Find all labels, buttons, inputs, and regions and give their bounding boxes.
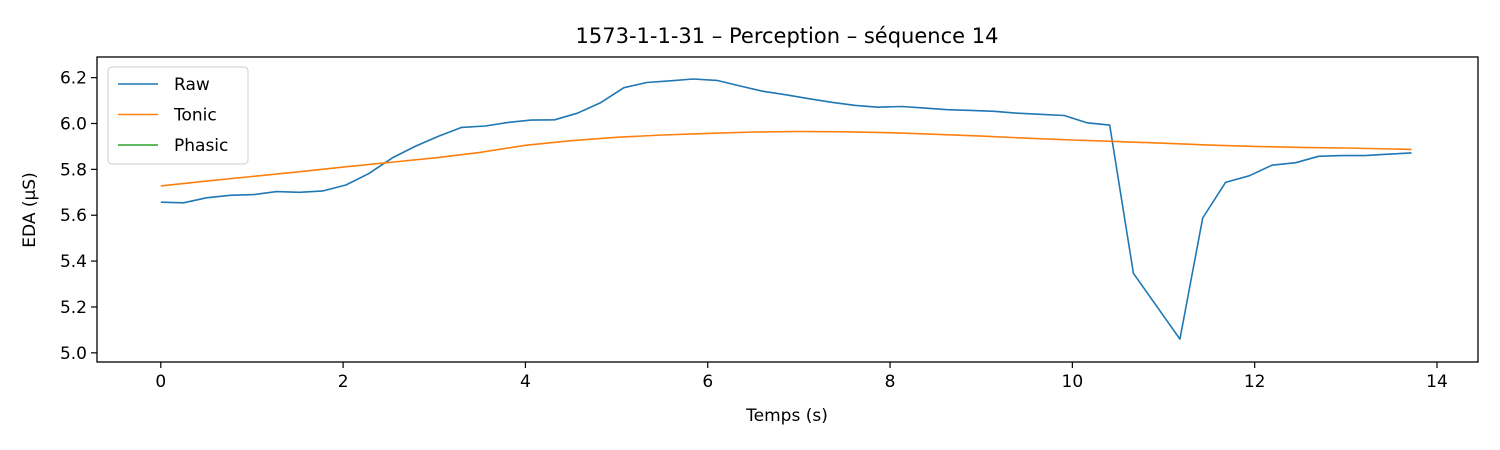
y-tick-label: 5.6: [60, 206, 87, 226]
y-tick-label: 5.0: [60, 344, 87, 364]
x-tick-label: 2: [338, 372, 349, 392]
legend: Raw Tonic Phasic: [107, 66, 249, 165]
series-line-raw: [160, 78, 1412, 340]
series-line-tonic: [160, 130, 1412, 187]
x-tick-label: 6: [702, 372, 713, 392]
x-tick-label: 12: [1244, 372, 1266, 392]
y-tick-label: 6.0: [60, 115, 87, 135]
x-tick-label: 0: [155, 372, 166, 392]
y-tick-label: 5.8: [60, 160, 87, 180]
x-axis-label: Temps (s): [745, 406, 828, 426]
legend-label-phasic: Phasic: [174, 136, 228, 156]
legend-label-raw: Raw: [174, 75, 210, 95]
legend-box: [107, 66, 249, 165]
y-axis: 5.0 5.2 5.4 5.6 5.8 6.0 6.2: [60, 69, 97, 364]
y-tick-label: 6.2: [60, 69, 87, 89]
x-tick-label: 8: [885, 372, 896, 392]
y-tick-label: 5.4: [60, 252, 87, 272]
x-tick-label: 14: [1426, 372, 1448, 392]
y-tick-label: 5.2: [60, 298, 87, 318]
series-layer: [160, 78, 1412, 340]
x-tick-label: 10: [1062, 372, 1084, 392]
x-tick-label: 4: [520, 372, 531, 392]
legend-label-tonic: Tonic: [173, 106, 217, 126]
plot-area: [96, 56, 1479, 363]
chart-title: 1573-1-1-31 – Perception – séquence 14: [576, 24, 999, 48]
x-axis: 0 2 4 6 8 10 12 14: [155, 362, 1448, 392]
y-axis-label: EDA (µS): [20, 172, 40, 247]
